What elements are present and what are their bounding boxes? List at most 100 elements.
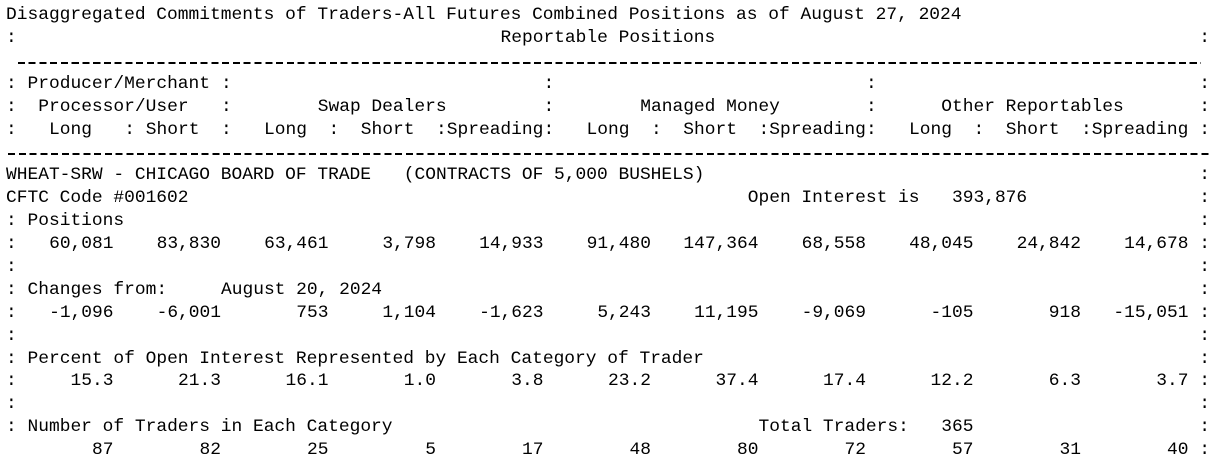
- value: -6,001: [156, 302, 221, 323]
- subtitle: Reportable Positions: [500, 27, 716, 48]
- separator: [866, 96, 877, 119]
- value: 68,558: [801, 234, 866, 254]
- separator: [1199, 164, 1210, 187]
- value: 14,678: [1124, 234, 1189, 254]
- separator: [124, 119, 135, 142]
- value: 24,842: [1016, 234, 1081, 254]
- value: 16.1: [285, 371, 329, 392]
- column-header: Short: [145, 119, 200, 140]
- value: 3,798: [382, 234, 436, 254]
- separator: [1199, 73, 1210, 96]
- open-interest-label: Open Interest is: [747, 188, 920, 209]
- value: 753: [296, 302, 329, 323]
- separator: [221, 73, 232, 96]
- value: 918: [1048, 302, 1081, 323]
- value: 1,104: [382, 302, 436, 323]
- section-label: Positions: [27, 211, 125, 232]
- separator: [544, 96, 555, 119]
- column-header: Short: [360, 119, 415, 140]
- separator: [1199, 370, 1210, 393]
- separator: [1199, 210, 1210, 233]
- separator: [6, 325, 17, 348]
- separator: [6, 279, 17, 302]
- separator: [6, 210, 17, 233]
- group-header: Managed Money: [640, 96, 780, 117]
- value: 60,081: [49, 234, 114, 254]
- value: 147,364: [683, 234, 759, 254]
- value: 3.8: [511, 371, 544, 392]
- total-traders: 365: [941, 417, 974, 438]
- separator: [6, 416, 17, 439]
- commodity-name: WHEAT-SRW - CHICAGO BOARD OF TRADE: [6, 165, 372, 186]
- separator: [1199, 27, 1210, 50]
- title: Disaggregated Commitments of Traders-All…: [6, 5, 962, 25]
- open-interest: 393,876: [952, 188, 1028, 209]
- separator: [6, 393, 17, 416]
- separator: [1199, 348, 1210, 371]
- value: 14,933: [479, 234, 544, 254]
- separator: [974, 119, 985, 142]
- value: 15.3: [70, 371, 114, 392]
- value: -1,623: [479, 302, 544, 323]
- separator: [1199, 187, 1210, 210]
- separator: [6, 302, 17, 325]
- separator: [221, 96, 232, 119]
- group-header: Producer/Merchant: [27, 73, 211, 94]
- rule: [7, 153, 1212, 156]
- value: 83,830: [156, 234, 221, 254]
- column-header: Long: [264, 119, 307, 140]
- separator: [1199, 233, 1210, 256]
- separator: [6, 256, 17, 279]
- separator: [6, 96, 17, 119]
- value: 40: [1167, 440, 1189, 461]
- separator: [6, 27, 17, 50]
- value: 23.2: [608, 371, 651, 392]
- section-label: Percent of Open Interest Represented by …: [27, 348, 704, 369]
- value: 1.0: [403, 371, 436, 392]
- separator: [6, 370, 17, 393]
- value: -9,069: [801, 302, 866, 323]
- section-label: Number of Traders in Each Category: [27, 417, 393, 438]
- value: 17.4: [823, 371, 866, 392]
- value: 11,195: [694, 302, 759, 323]
- separator: [436, 119, 447, 142]
- value: 21.3: [178, 371, 221, 392]
- value: 82: [199, 440, 221, 461]
- group-header: Processor/User: [38, 96, 189, 117]
- column-header: Spreading: [769, 119, 866, 140]
- value: -1,096: [49, 302, 114, 323]
- separator: [1199, 325, 1210, 348]
- separator: [6, 348, 17, 371]
- value: 17: [522, 440, 544, 461]
- separator: [866, 73, 877, 96]
- value: 80: [737, 440, 759, 461]
- separator: [6, 233, 17, 256]
- separator: [1081, 119, 1092, 142]
- value: 72: [844, 440, 866, 461]
- cftc-code: CFTC Code #001602: [6, 188, 189, 209]
- value: 57: [952, 440, 974, 461]
- section-label: Changes from:: [27, 279, 168, 300]
- value: 6.3: [1048, 371, 1081, 392]
- value: 3.7: [1156, 371, 1189, 392]
- value: 31: [1059, 440, 1081, 461]
- contract-size: (CONTRACTS OF 5,000 BUSHELS): [403, 165, 705, 186]
- group-header: Swap Dealers: [317, 96, 447, 117]
- column-header: Long: [586, 119, 630, 140]
- value: 63,461: [264, 234, 329, 254]
- separator: [329, 119, 340, 142]
- separator: [651, 119, 662, 142]
- separator: [544, 73, 555, 96]
- separator: [1199, 393, 1210, 416]
- separator: [6, 119, 17, 142]
- column-header: Long: [909, 119, 952, 140]
- separator: [1199, 302, 1210, 325]
- separator: [1199, 416, 1210, 439]
- separator: [1199, 256, 1210, 279]
- value: 25: [307, 440, 329, 461]
- separator: [544, 119, 555, 142]
- column-header: Short: [1005, 119, 1060, 140]
- value: 5,243: [597, 302, 651, 323]
- value: 87: [92, 440, 114, 461]
